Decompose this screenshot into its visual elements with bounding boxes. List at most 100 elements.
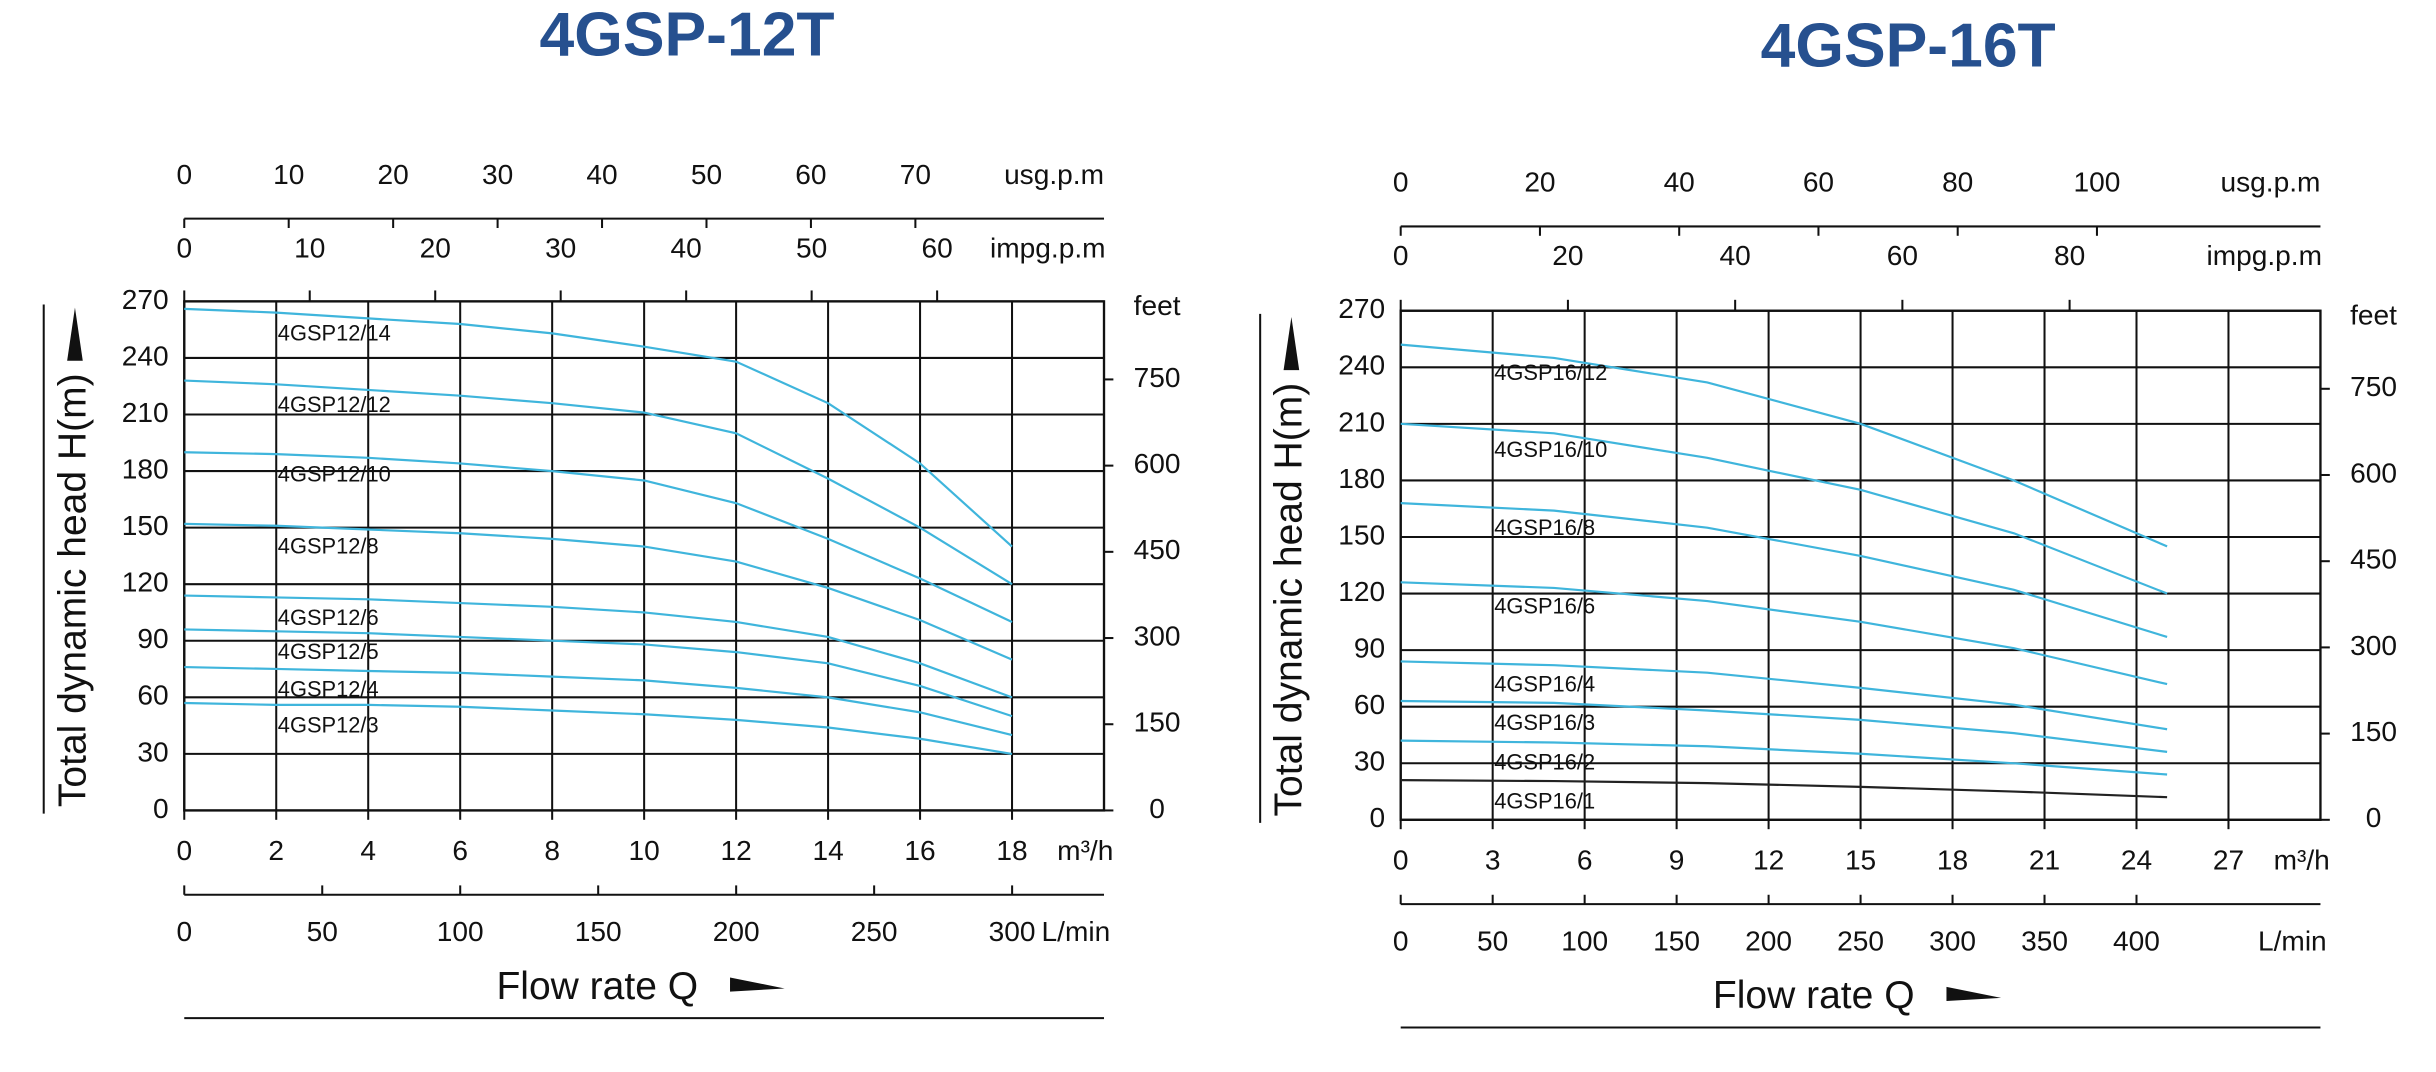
impg-axis-tick-label: 60: [921, 232, 952, 263]
usg-axis-tick-label: 60: [1803, 167, 1834, 198]
y2-tick-label: 0: [1149, 793, 1165, 824]
y-tick-label: 120: [1338, 576, 1385, 607]
series-label: 4GSP12/5: [278, 639, 379, 664]
lmin-axis-label: L/min: [2258, 926, 2327, 957]
impg-axis-tick-label: 50: [796, 232, 827, 263]
usg-axis-tick-label: 70: [900, 159, 931, 190]
series-label: 4GSP16/10: [1494, 437, 1607, 462]
impg-axis-tick-label: 40: [671, 232, 702, 263]
series-line: [184, 665, 1013, 737]
lmin-axis-tick-label: 300: [1929, 926, 1976, 957]
y-axis-label: Total dynamic head H(m): [1268, 383, 1311, 817]
series-label: 4GSP16/1: [1494, 788, 1595, 813]
usg-axis-tick-label: 100: [2074, 167, 2121, 198]
impg-axis-tick-label: 40: [1720, 240, 1751, 271]
y2-tick-label: 600: [1134, 448, 1181, 479]
series-label: 4GSP16/3: [1494, 710, 1595, 735]
usg-axis-tick-label: 60: [795, 159, 826, 190]
impg-axis-label: impg.p.m: [2206, 240, 2322, 271]
series-label: 4GSP16/6: [1494, 593, 1595, 618]
series-line: [184, 451, 1013, 623]
y-tick-label: 90: [1354, 633, 1385, 664]
y-axis-label: Total dynamic head H(m): [51, 373, 94, 807]
series-line: [184, 701, 1013, 755]
series-label: 4GSP12/6: [278, 605, 379, 630]
series-line: [1400, 502, 2168, 638]
series-line: [184, 307, 1013, 548]
y-tick-label: 150: [122, 510, 169, 541]
y-tick-label: 240: [1338, 350, 1385, 381]
y2-tick-label: 750: [2350, 371, 2397, 402]
series-line: [184, 379, 1013, 586]
usg-axis-label: usg.p.m: [1004, 159, 1104, 190]
lmin-axis-tick-label: 150: [1653, 926, 1700, 957]
x-tick-label: 6: [452, 835, 468, 866]
lmin-axis-tick-label: 100: [437, 916, 484, 947]
x-tick-label: 18: [996, 835, 1027, 866]
series-label: 4GSP12/10: [278, 462, 391, 487]
usg-axis-tick-label: 50: [691, 159, 722, 190]
y2-tick-label: 150: [1134, 707, 1181, 738]
x-tick-label: 21: [2029, 844, 2060, 875]
y-tick-label: 60: [137, 680, 168, 711]
lmin-axis-tick-label: 200: [713, 916, 760, 947]
series-line: [184, 594, 1013, 699]
series-line: [1400, 581, 2168, 686]
series-line: [184, 628, 1013, 718]
series-label: 4GSP16/4: [1494, 671, 1595, 696]
usg-axis-tick-label: 10: [273, 159, 304, 190]
y-tick-label: 120: [122, 567, 169, 598]
x-axis-label: Flow rate Q: [1713, 974, 1915, 1017]
series-label: 4GSP12/3: [278, 713, 379, 738]
impg-axis-tick-label: 60: [1887, 240, 1918, 271]
impg-axis-tick-label: 10: [294, 232, 325, 263]
y-tick-label: 270: [122, 284, 169, 315]
y2-tick-label: 0: [2366, 802, 2382, 833]
impg-axis-tick-label: 80: [2054, 240, 2085, 271]
x-tick-label: 8: [544, 835, 560, 866]
y2-tick-label: 750: [1134, 362, 1181, 393]
x-tick-label: 16: [904, 835, 935, 866]
x-tick-label: 27: [2213, 844, 2244, 875]
usg-axis-tick-label: 20: [378, 159, 409, 190]
usg-axis-tick-label: 20: [1524, 167, 1555, 198]
series-label: 4GSP12/12: [278, 392, 391, 417]
x-tick-label: 15: [1845, 844, 1876, 875]
lmin-axis-tick-label: 300: [989, 916, 1036, 947]
usg-axis-tick-label: 40: [586, 159, 617, 190]
y-tick-label: 180: [122, 453, 169, 484]
y-tick-label: 60: [1354, 689, 1385, 720]
series-line: [1400, 343, 2168, 548]
series-line: [1400, 739, 2168, 776]
y-tick-label: 210: [122, 397, 169, 428]
x-axis-label: Flow rate Q: [496, 965, 698, 1008]
y-tick-label: 240: [122, 340, 169, 371]
series-label: 4GSP16/8: [1494, 515, 1595, 540]
y-tick-label: 90: [137, 623, 168, 654]
usg-axis-label: usg.p.m: [2221, 167, 2321, 198]
chart-title: 4GSP-12T: [540, 0, 835, 70]
y2-tick-label: 300: [2350, 630, 2397, 661]
series-label: 4GSP12/8: [278, 533, 379, 558]
x-arrow: [730, 977, 785, 992]
impg-axis-tick-label: 30: [545, 232, 576, 263]
y2-tick-label: 300: [1134, 620, 1181, 651]
y2-tick-label: 600: [2350, 457, 2397, 488]
x-tick-label: 24: [2121, 844, 2152, 875]
lmin-axis-tick-label: 400: [2113, 926, 2160, 957]
y2-tick-label: 450: [1134, 534, 1181, 565]
lmin-axis-tick-label: 250: [1837, 926, 1884, 957]
series-line: [1400, 779, 2168, 799]
y-tick-label: 30: [1354, 746, 1385, 777]
y-tick-label: 0: [153, 793, 169, 824]
impg-axis-label: impg.p.m: [990, 232, 1106, 263]
lmin-axis-tick-label: 0: [1393, 926, 1409, 957]
series-line: [1400, 422, 2168, 595]
series-line: [1400, 699, 2168, 753]
lmin-axis-tick-label: 50: [1477, 926, 1508, 957]
chart-title: 4GSP-16T: [1761, 10, 2056, 80]
x-tick-label: 14: [812, 835, 843, 866]
lmin-axis-tick-label: 50: [307, 916, 338, 947]
lmin-axis-tick-label: 100: [1561, 926, 1608, 957]
